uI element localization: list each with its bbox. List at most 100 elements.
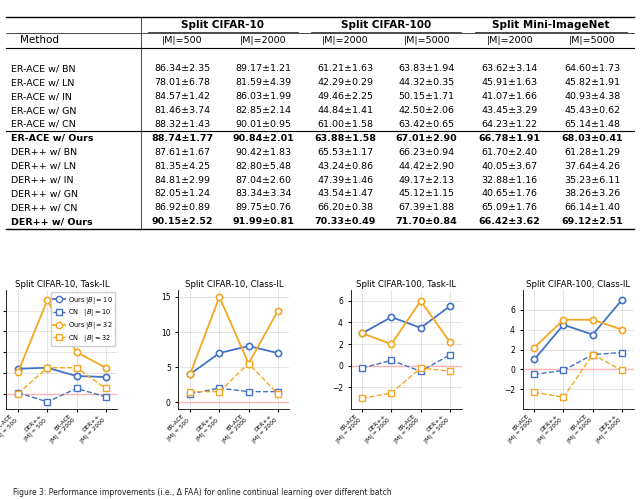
Text: 45.12±1.15: 45.12±1.15 (399, 190, 454, 199)
Text: 83.34±3.34: 83.34±3.34 (236, 190, 292, 199)
Text: 68.03±0.41: 68.03±0.41 (561, 134, 623, 143)
Text: 81.59±4.39: 81.59±4.39 (236, 78, 292, 87)
Text: 89.75±0.76: 89.75±0.76 (236, 204, 292, 213)
Text: ER-ACE w/ LN: ER-ACE w/ LN (12, 78, 75, 87)
Text: DER++ w/ GN: DER++ w/ GN (12, 190, 79, 199)
Text: ER-ACE w/ GN: ER-ACE w/ GN (12, 106, 77, 115)
Text: Split CIFAR-100: Split CIFAR-100 (340, 20, 431, 30)
Text: 65.53±1.17: 65.53±1.17 (317, 148, 373, 157)
Text: ER-ACE w/ CN: ER-ACE w/ CN (12, 120, 76, 129)
Text: 61.70±2.40: 61.70±2.40 (482, 148, 538, 157)
Text: 37.64±4.26: 37.64±4.26 (564, 162, 620, 171)
Text: 71.70±0.84: 71.70±0.84 (396, 217, 458, 226)
Text: 61.00±1.58: 61.00±1.58 (317, 120, 373, 129)
Text: 84.81±2.99: 84.81±2.99 (154, 176, 210, 185)
Text: 86.92±0.89: 86.92±0.89 (154, 204, 210, 213)
Text: 81.35±4.25: 81.35±4.25 (154, 162, 210, 171)
Text: 91.99±0.81: 91.99±0.81 (232, 217, 294, 226)
Text: 63.42±0.65: 63.42±0.65 (399, 120, 454, 129)
Text: 63.83±1.94: 63.83±1.94 (399, 64, 455, 73)
Text: 84.57±1.42: 84.57±1.42 (154, 92, 210, 101)
Text: Method: Method (20, 35, 59, 45)
Text: 69.12±2.51: 69.12±2.51 (561, 217, 623, 226)
Text: 81.46±3.74: 81.46±3.74 (154, 106, 210, 115)
Text: 88.74±1.77: 88.74±1.77 (151, 134, 213, 143)
Text: Split CIFAR-10: Split CIFAR-10 (181, 20, 264, 30)
Text: 47.39±1.46: 47.39±1.46 (317, 176, 373, 185)
Text: 61.28±1.29: 61.28±1.29 (564, 148, 620, 157)
Text: 66.20±0.38: 66.20±0.38 (317, 204, 373, 213)
Text: |M|=500: |M|=500 (162, 36, 202, 45)
Text: 43.24±0.86: 43.24±0.86 (317, 162, 373, 171)
Text: 61.21±1.63: 61.21±1.63 (317, 64, 373, 73)
Text: 66.42±3.62: 66.42±3.62 (479, 217, 541, 226)
Text: Figure 3: Performance improvements (i.e., Δ FAA) for online continual learning o: Figure 3: Performance improvements (i.e.… (13, 488, 392, 497)
Text: 78.01±6.78: 78.01±6.78 (154, 78, 210, 87)
Text: 44.42±2.90: 44.42±2.90 (399, 162, 454, 171)
Text: 66.23±0.94: 66.23±0.94 (399, 148, 454, 157)
Text: 82.05±1.24: 82.05±1.24 (154, 190, 210, 199)
Text: |M|=2000: |M|=2000 (486, 36, 533, 45)
Text: 67.39±1.88: 67.39±1.88 (399, 204, 454, 213)
Text: 90.42±1.83: 90.42±1.83 (236, 148, 292, 157)
Text: 87.04±2.60: 87.04±2.60 (236, 176, 292, 185)
Text: 86.03±1.99: 86.03±1.99 (236, 92, 292, 101)
Text: 63.88±1.58: 63.88±1.58 (314, 134, 376, 143)
Text: 87.61±1.67: 87.61±1.67 (154, 148, 210, 157)
Text: 44.32±0.35: 44.32±0.35 (399, 78, 455, 87)
Text: 63.62±3.14: 63.62±3.14 (482, 64, 538, 73)
Text: 66.14±1.40: 66.14±1.40 (564, 204, 620, 213)
Text: 49.46±2.25: 49.46±2.25 (317, 92, 373, 101)
Text: 64.60±1.73: 64.60±1.73 (564, 64, 620, 73)
Text: 38.26±3.26: 38.26±3.26 (564, 190, 620, 199)
Text: |M|=2000: |M|=2000 (322, 36, 369, 45)
Text: 49.17±2.13: 49.17±2.13 (399, 176, 454, 185)
Text: 50.15±1.71: 50.15±1.71 (399, 92, 454, 101)
Text: ER-ACE w/ IN: ER-ACE w/ IN (12, 92, 72, 101)
Text: 35.23±6.11: 35.23±6.11 (564, 176, 620, 185)
Text: Split Mini-ImageNet: Split Mini-ImageNet (492, 20, 610, 30)
Text: 43.45±3.29: 43.45±3.29 (482, 106, 538, 115)
Text: 65.09±1.76: 65.09±1.76 (482, 204, 538, 213)
Legend: Ours $|B|=10$, CN   $|B|=10$, Ours $|B|=32$, CN   $|B|=32$: Ours $|B|=10$, CN $|B|=10$, Ours $|B|=32… (51, 292, 115, 346)
Text: 41.07±1.66: 41.07±1.66 (482, 92, 538, 101)
Text: 44.84±1.41: 44.84±1.41 (317, 106, 373, 115)
Text: 89.17±1.21: 89.17±1.21 (236, 64, 292, 73)
Text: 65.14±1.48: 65.14±1.48 (564, 120, 620, 129)
Title: Split CIFAR-100, Class-IL: Split CIFAR-100, Class-IL (526, 280, 630, 289)
Text: DER++ w/ LN: DER++ w/ LN (12, 162, 76, 171)
Text: 82.85±2.14: 82.85±2.14 (236, 106, 292, 115)
Text: DER++ w/ IN: DER++ w/ IN (12, 176, 74, 185)
Text: 90.01±0.95: 90.01±0.95 (236, 120, 292, 129)
Text: 66.78±1.91: 66.78±1.91 (479, 134, 541, 143)
Text: DER++ w/ Ours: DER++ w/ Ours (12, 217, 93, 226)
Text: 42.29±0.29: 42.29±0.29 (317, 78, 373, 87)
Text: 88.32±1.43: 88.32±1.43 (154, 120, 210, 129)
Title: Split CIFAR-10, Task-IL: Split CIFAR-10, Task-IL (15, 280, 109, 289)
Text: 40.05±3.67: 40.05±3.67 (482, 162, 538, 171)
Text: 40.65±1.76: 40.65±1.76 (482, 190, 538, 199)
Text: 40.93±4.38: 40.93±4.38 (564, 92, 620, 101)
Text: 67.01±2.90: 67.01±2.90 (396, 134, 458, 143)
Text: 90.15±2.52: 90.15±2.52 (151, 217, 212, 226)
Text: 90.84±2.01: 90.84±2.01 (233, 134, 294, 143)
Text: 64.23±1.22: 64.23±1.22 (482, 120, 538, 129)
Text: ER-ACE w/ Ours: ER-ACE w/ Ours (12, 134, 94, 143)
Text: DER++ w/ CN: DER++ w/ CN (12, 204, 78, 213)
Text: 82.80±5.48: 82.80±5.48 (236, 162, 292, 171)
Text: 86.34±2.35: 86.34±2.35 (154, 64, 210, 73)
Text: 42.50±2.06: 42.50±2.06 (399, 106, 454, 115)
Text: 32.88±1.16: 32.88±1.16 (482, 176, 538, 185)
Title: Split CIFAR-10, Class-IL: Split CIFAR-10, Class-IL (185, 280, 284, 289)
Text: 45.82±1.91: 45.82±1.91 (564, 78, 620, 87)
Title: Split CIFAR-100, Task-IL: Split CIFAR-100, Task-IL (356, 280, 456, 289)
Text: |M|=2000: |M|=2000 (240, 36, 287, 45)
Text: 45.43±0.62: 45.43±0.62 (564, 106, 620, 115)
Text: ER-ACE w/ BN: ER-ACE w/ BN (12, 64, 76, 73)
Text: DER++ w/ BN: DER++ w/ BN (12, 148, 77, 157)
Text: 43.54±1.47: 43.54±1.47 (317, 190, 373, 199)
Text: |M|=5000: |M|=5000 (403, 36, 450, 45)
Text: 45.91±1.63: 45.91±1.63 (482, 78, 538, 87)
Text: 70.33±0.49: 70.33±0.49 (314, 217, 376, 226)
Text: |M|=5000: |M|=5000 (569, 36, 616, 45)
